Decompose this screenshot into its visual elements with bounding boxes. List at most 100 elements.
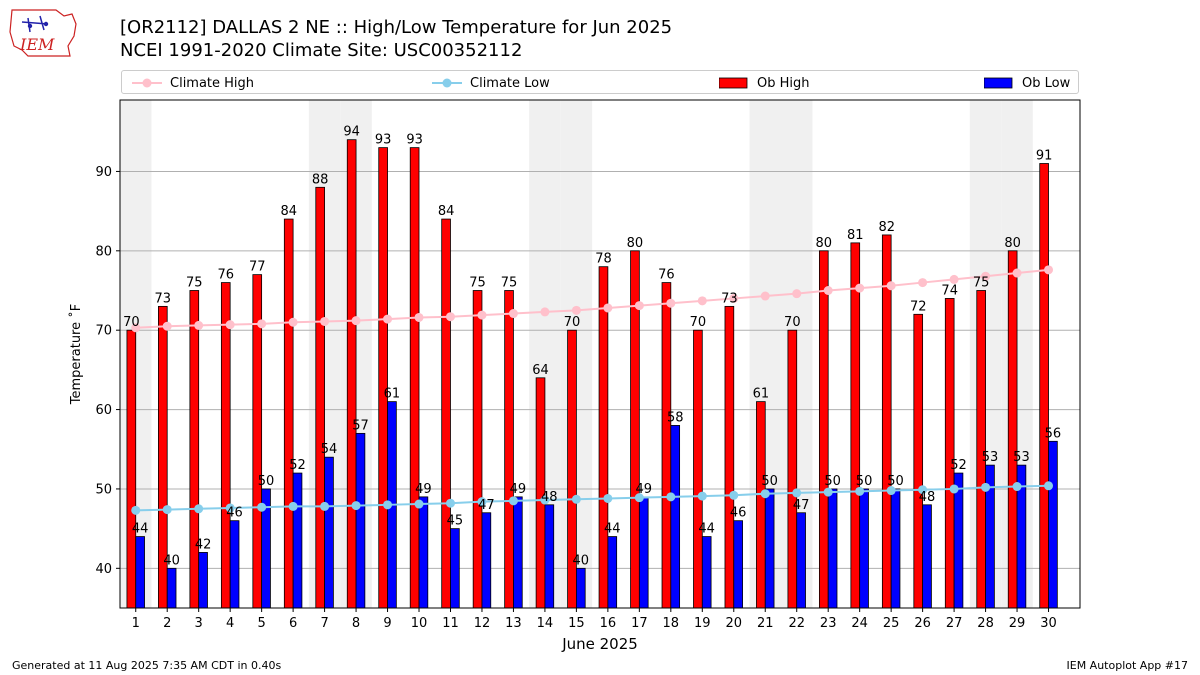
- x-tick-label-15: 15: [568, 616, 585, 631]
- ob-low-label-6: 52: [289, 458, 306, 473]
- climate-high-point-24: [855, 283, 865, 293]
- ob-high-label-10: 93: [406, 133, 423, 148]
- y-tick-label-80: 80: [95, 244, 112, 259]
- ob-low-label-9: 61: [384, 387, 401, 402]
- ob-high-bar-19: [693, 329, 703, 609]
- shaded-day-8: [340, 100, 372, 608]
- x-tick-label-3: 3: [195, 616, 203, 631]
- ob-low-label-22: 47: [793, 498, 810, 513]
- ob-low-bar-9: [387, 401, 397, 609]
- ob-low-label-21: 50: [761, 474, 778, 489]
- climate-low-point-10: [414, 499, 424, 509]
- y-tick-label-70: 70: [95, 324, 112, 339]
- x-tick-label-18: 18: [663, 616, 680, 631]
- x-tick-label-21: 21: [757, 616, 774, 631]
- ob-high-bar-22: [787, 329, 798, 609]
- ob-high-label-12: 75: [469, 276, 486, 291]
- x-tick-label-27: 27: [946, 616, 963, 631]
- climate-high-point-11: [445, 312, 455, 322]
- ob-high-label-3: 75: [186, 276, 203, 291]
- legend-ob-high-swatch-icon: [719, 77, 748, 89]
- ob-high-bar-13: [504, 290, 514, 609]
- ob-high-bar-2: [158, 305, 168, 609]
- ob-low-bar-8: [355, 432, 366, 609]
- climate-low-line: [135, 484, 1049, 512]
- ob-high-bar-21: [756, 401, 766, 609]
- ob-low-bar-5: [261, 488, 271, 609]
- ob-high-label-2: 73: [155, 291, 172, 306]
- climate-low-point-14: [540, 495, 550, 505]
- x-tick-label-1: 1: [132, 616, 140, 631]
- y-tick-label-40: 40: [95, 562, 112, 577]
- climate-low-point-11: [445, 498, 455, 508]
- climate-high-point-18: [666, 298, 676, 308]
- climate-high-point-7: [320, 316, 330, 326]
- ob-low-bar-29: [1016, 464, 1027, 609]
- climate-low-point-15: [571, 494, 581, 504]
- ob-low-label-24: 50: [856, 474, 873, 489]
- climate-high-point-10: [414, 312, 424, 322]
- ob-low-bar-16: [607, 536, 618, 609]
- ob-high-bar-25: [881, 234, 892, 609]
- x-tick-label-17: 17: [631, 616, 648, 631]
- climate-low-point-12: [477, 497, 487, 507]
- climate-low-point-20: [729, 490, 739, 500]
- climate-low-point-29: [1012, 482, 1022, 492]
- ob-high-bar-6: [283, 218, 294, 609]
- ob-low-bar-28: [985, 464, 995, 609]
- climate-low-point-9: [383, 500, 393, 510]
- climate-high-point-22: [792, 289, 802, 299]
- logo-text: IEM: [19, 35, 55, 54]
- climate-low-point-13: [508, 496, 518, 506]
- x-tick-label-9: 9: [383, 616, 391, 631]
- ob-high-label-19: 70: [690, 315, 707, 330]
- ob-low-label-29: 53: [1013, 450, 1030, 465]
- ob-high-label-24: 81: [847, 228, 864, 243]
- ob-high-bar-24: [850, 242, 861, 609]
- climate-high-point-17: [634, 301, 644, 311]
- ob-high-bar-28: [976, 290, 986, 609]
- ob-low-label-3: 42: [195, 537, 212, 552]
- ob-low-label-19: 44: [698, 522, 715, 537]
- legend-climate-low-swatch-icon: [432, 78, 462, 88]
- iem-logo: IEM: [9, 9, 77, 57]
- x-tick-label-29: 29: [1009, 616, 1026, 631]
- shaded-day-7: [308, 100, 341, 608]
- ob-high-label-29: 80: [1004, 236, 1021, 251]
- ob-low-bar-26: [922, 504, 932, 609]
- ob-low-bar-18: [670, 425, 681, 609]
- x-tick-label-7: 7: [320, 616, 328, 631]
- ob-high-label-6: 84: [280, 204, 297, 219]
- ob-high-label-16: 78: [595, 252, 612, 267]
- x-tick-label-14: 14: [537, 616, 554, 631]
- legend-item-ob-low: Ob Low: [984, 73, 1070, 93]
- plot-frame: [119, 99, 1081, 609]
- ob-low-bar-4: [229, 520, 240, 609]
- legend-item-climate-low: Climate Low: [432, 73, 550, 93]
- x-tick-label-26: 26: [914, 616, 931, 631]
- legend-item-climate-high: Climate High: [132, 73, 254, 93]
- ob-high-bar-4: [220, 282, 231, 609]
- climate-low-point-25: [886, 486, 896, 496]
- ob-high-label-17: 80: [627, 236, 644, 251]
- legend-ob-low-swatch-icon: [984, 77, 1013, 89]
- climate-high-point-21: [760, 291, 770, 301]
- ob-high-bar-26: [913, 313, 924, 609]
- ob-low-label-4: 46: [226, 506, 243, 521]
- climate-high-point-29: [1012, 268, 1022, 278]
- x-tick-label-2: 2: [163, 616, 171, 631]
- climate-high-point-4: [225, 320, 235, 330]
- ob-low-bar-13: [513, 496, 523, 609]
- climate-low-point-16: [603, 493, 613, 503]
- shaded-day-22: [780, 100, 813, 608]
- climate-high-point-30: [1044, 265, 1054, 275]
- shaded-day-1: [120, 100, 152, 608]
- x-tick-label-19: 19: [694, 616, 711, 631]
- ob-low-label-20: 46: [730, 506, 747, 521]
- ob-low-bar-3: [198, 552, 208, 609]
- ob-high-label-8: 94: [343, 125, 360, 140]
- ob-low-label-17: 49: [635, 482, 652, 497]
- climate-low-point-4: [225, 503, 235, 513]
- ob-low-bar-12: [481, 512, 492, 609]
- ob-low-bar-10: [418, 496, 429, 609]
